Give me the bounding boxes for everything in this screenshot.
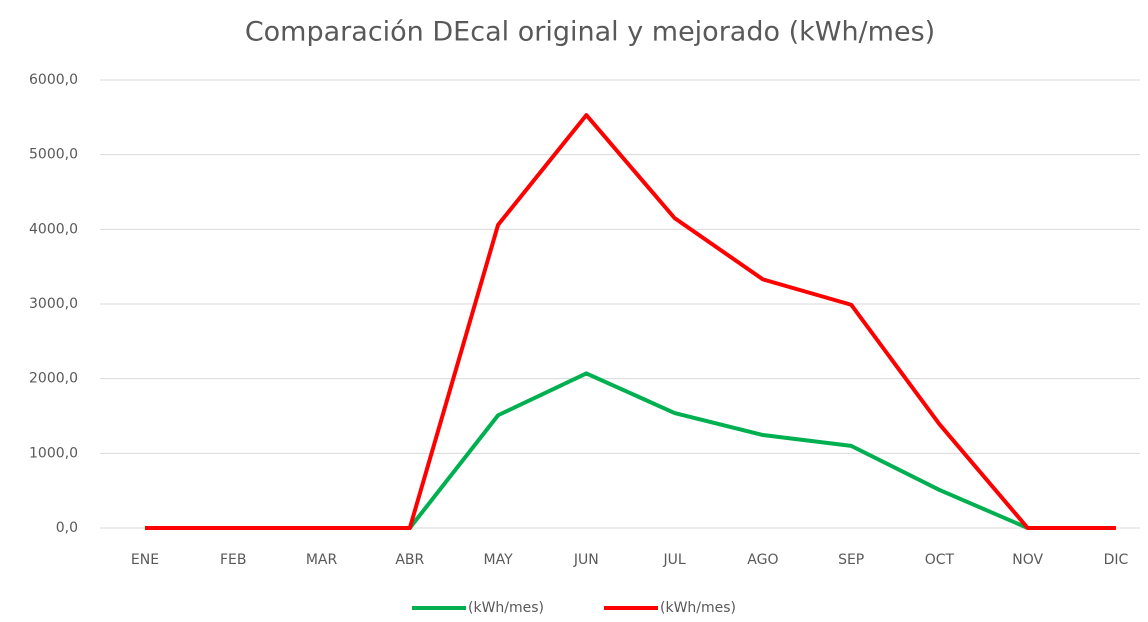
x-tick-label: MAY <box>484 552 514 568</box>
legend-label: (kWh/mes) <box>468 600 544 616</box>
legend-label: (kWh/mes) <box>660 600 736 616</box>
y-tick-label: 6000,0 <box>29 72 78 88</box>
x-tick-label: SEP <box>838 552 864 568</box>
x-tick-label: FEB <box>220 552 247 568</box>
y-tick-label: 3000,0 <box>29 296 78 312</box>
x-tick-label: ABR <box>395 552 424 568</box>
y-tick-label: 1000,0 <box>29 445 78 461</box>
x-tick-label: JUL <box>663 552 686 568</box>
x-tick-label: JUN <box>573 552 599 568</box>
line-series <box>145 113 1116 530</box>
x-tick-label: OCT <box>925 552 955 568</box>
chart-title: Comparación DEcal original y mejorado (k… <box>245 17 935 48</box>
x-tick-label: NOV <box>1012 552 1043 568</box>
y-tick-label: 4000,0 <box>29 221 78 237</box>
x-tick-label: AGO <box>747 552 778 568</box>
y-tick-label: 2000,0 <box>29 371 78 387</box>
y-tick-label: 5000,0 <box>29 147 78 163</box>
x-tick-label: ENE <box>131 552 159 568</box>
x-tick-label: DIC <box>1104 552 1129 568</box>
y-tick-label: 0,0 <box>56 520 78 536</box>
line-series <box>145 371 1116 530</box>
x-tick-label: MAR <box>306 552 338 568</box>
